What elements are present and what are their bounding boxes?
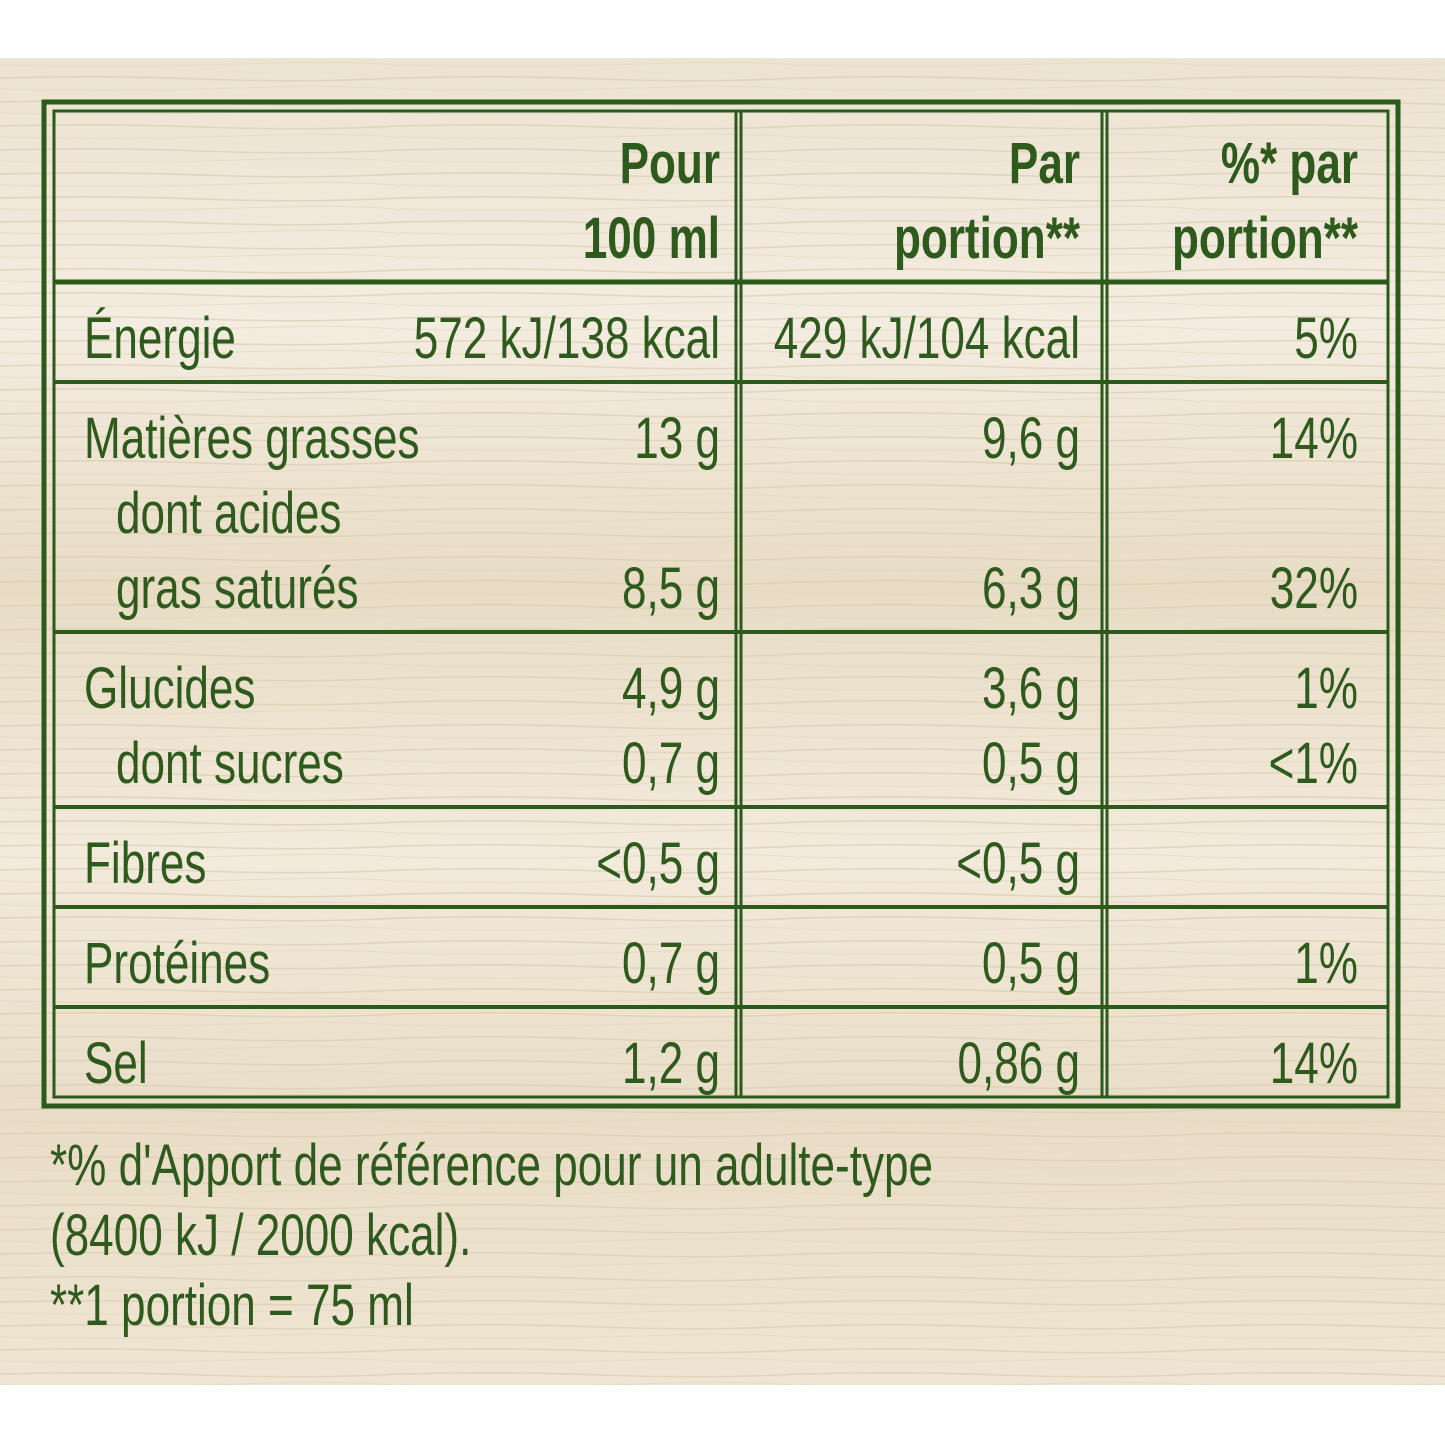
column-header: portion**: [894, 205, 1080, 270]
cell-value: 0,7 g: [622, 930, 720, 995]
cell-value: 572 kJ/138 kcal: [414, 305, 720, 370]
cell-value: 8,5 g: [622, 555, 720, 620]
footnote: **1 portion = 75 ml: [50, 1272, 414, 1337]
cell-value: <0,5 g: [956, 830, 1080, 895]
row-label: Sel: [84, 1030, 148, 1095]
column-header: %* par: [1221, 130, 1358, 195]
row-sublabel: dont acides: [116, 480, 341, 545]
cell-value: 0,5 g: [982, 930, 1080, 995]
cell-value: 0,86 g: [957, 1030, 1080, 1095]
cell-value: 6,3 g: [982, 555, 1080, 620]
row-label: Matières grasses: [84, 405, 420, 470]
column-header: Pour: [620, 130, 720, 195]
cell-value: 0,7 g: [622, 730, 720, 795]
cell-value: <1%: [1269, 730, 1358, 795]
row-label: Glucides: [84, 655, 255, 720]
cell-value: 1%: [1294, 655, 1358, 720]
footnote: *% d'Apport de référence pour un adulte-…: [50, 1132, 933, 1197]
cell-value: 1%: [1294, 930, 1358, 995]
row-sublabel: gras saturés: [116, 555, 359, 620]
row-label: Protéines: [84, 930, 270, 995]
cell-value: 13 g: [634, 405, 720, 470]
column-header: 100 ml: [583, 205, 720, 270]
cell-value: 9,6 g: [982, 405, 1080, 470]
cell-value: 4,9 g: [622, 655, 720, 720]
footnote: (8400 kJ / 2000 kcal).: [50, 1202, 471, 1267]
column-header: Par: [1009, 130, 1080, 195]
row-label: Fibres: [84, 830, 206, 895]
row-sublabel: dont sucres: [116, 730, 344, 795]
cell-value: 1,2 g: [622, 1030, 720, 1095]
cell-value: 5%: [1294, 305, 1358, 370]
cell-value: <0,5 g: [596, 830, 720, 895]
wood-grain: [0, 58, 1445, 1385]
table: [41, 99, 1401, 1109]
cell-value: 32%: [1270, 555, 1358, 620]
cell-value: 14%: [1270, 405, 1358, 470]
cell-value: 14%: [1270, 1030, 1358, 1095]
cell-value: 0,5 g: [982, 730, 1080, 795]
row-label: Énergie: [84, 305, 236, 370]
cell-value: 429 kJ/104 kcal: [774, 305, 1080, 370]
cell-value: 3,6 g: [982, 655, 1080, 720]
column-header: portion**: [1172, 205, 1358, 270]
